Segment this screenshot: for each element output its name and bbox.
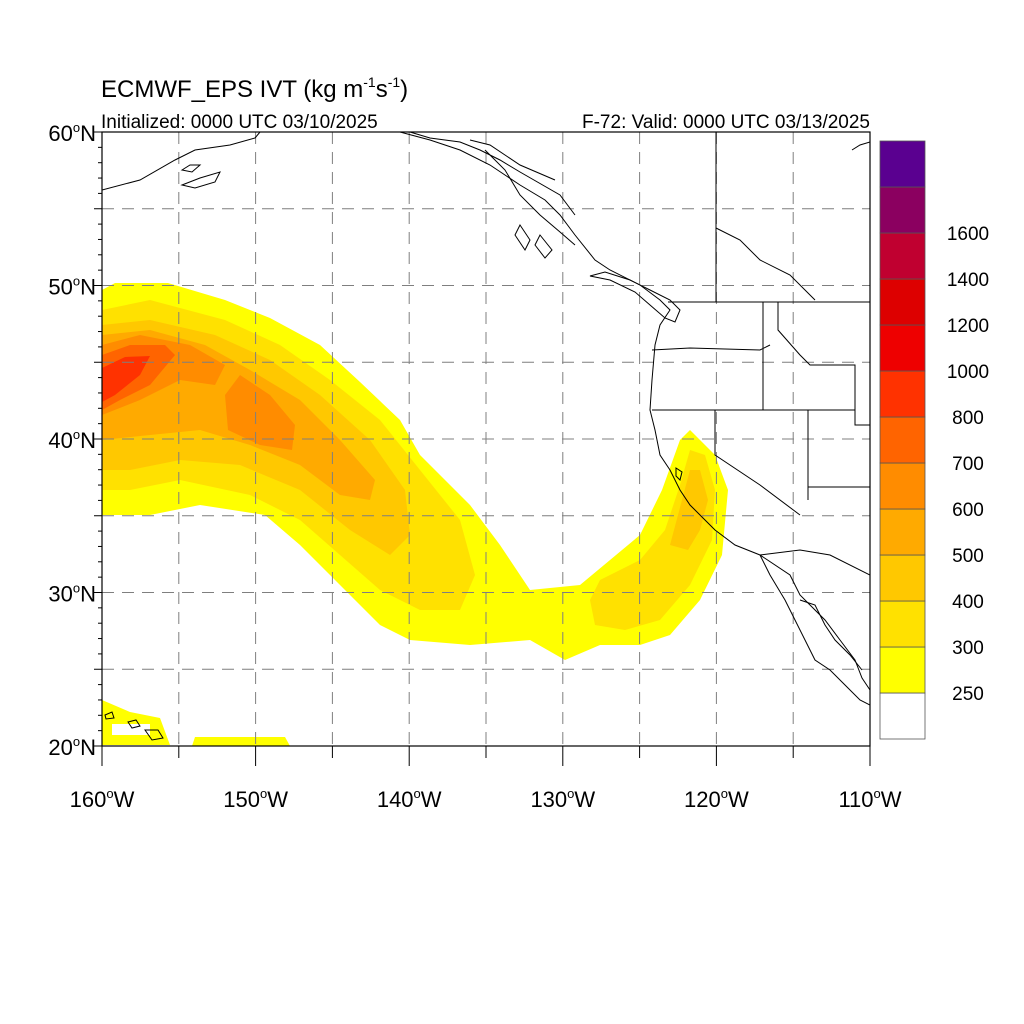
colorbar-label: 600 — [952, 500, 984, 521]
colorbar-swatch — [879, 324, 926, 372]
lon-label: 110oW — [838, 786, 901, 812]
coast-hudson-edge — [851, 141, 870, 151]
ivt-contour-800 — [102, 356, 150, 402]
coast-alaska-west — [102, 132, 261, 191]
colorbar-label: 1200 — [947, 316, 989, 337]
border-id-mt — [762, 302, 870, 426]
lon-label: 160oW — [70, 786, 135, 812]
chart-title: ECMWF_EPS IVT (kg m-1s-1) — [101, 74, 408, 103]
ivt-contour-600b — [225, 375, 295, 450]
coast-sfbay — [675, 467, 683, 481]
lon-label: 120oW — [684, 786, 749, 812]
coast-alaska-gulf — [399, 132, 870, 691]
colorbar-label: 800 — [952, 408, 984, 429]
colorbar-label: 1600 — [947, 224, 989, 245]
colorbar-swatch — [879, 186, 926, 234]
ivt-hawaii-white — [112, 724, 150, 735]
coast-baja — [759, 554, 870, 706]
lon-label: 130oW — [530, 786, 595, 812]
coast-alaska-islands — [180, 164, 221, 189]
axis-ticks — [94, 131, 871, 766]
border-us-canada-alaska — [409, 132, 576, 216]
lat-label: 50oN — [48, 274, 96, 300]
colorbar-swatch — [879, 692, 926, 740]
ivt-contour-250-south — [192, 737, 290, 746]
colorbar-label: 700 — [952, 454, 984, 475]
colorbar: 250 300 400 500 600 700 800 1000 1200 1400 1600 — [879, 140, 989, 740]
border-wa-or — [651, 344, 771, 351]
lat-label: 40oN — [48, 427, 96, 453]
border-alberta — [715, 227, 816, 301]
latitude-labels: 60oN 50oN 40oN 30oN 20oN — [48, 120, 96, 760]
coast-hawaii — [104, 711, 164, 741]
colorbar-swatch — [879, 508, 926, 556]
lat-label: 20oN — [48, 734, 96, 760]
lat-label: 60oN — [48, 120, 96, 146]
border-ca-nv — [714, 410, 801, 516]
colorbar-swatch — [879, 600, 926, 648]
ivt-contour-400-coast — [670, 470, 708, 550]
colorbar-label: 500 — [952, 546, 984, 567]
colorbar-label: 300 — [952, 638, 984, 659]
lon-label: 150oW — [223, 786, 288, 812]
colorbar-swatch — [879, 370, 926, 418]
subtitle-valid: F-72: Valid: 0000 UTC 03/13/2025 — [582, 112, 870, 133]
coast-bc-islands — [514, 224, 553, 259]
political-borders — [409, 132, 870, 576]
colorbar-label: 1000 — [947, 362, 989, 383]
subtitle-initialized: Initialized: 0000 UTC 03/10/2025 — [101, 112, 378, 133]
ivt-shading — [102, 283, 728, 746]
lat-lon-grid — [102, 132, 870, 746]
colorbar-swatch — [879, 416, 926, 464]
colorbar-swatch — [879, 232, 926, 280]
coast-vancouver — [589, 271, 681, 323]
border-us-mexico — [759, 549, 870, 576]
colorbar-swatch — [879, 646, 926, 694]
colorbar-swatch — [879, 462, 926, 510]
coast-baja-gulf — [799, 599, 863, 671]
coastlines — [102, 132, 870, 741]
colorbar-label: 400 — [952, 592, 984, 613]
longitude-labels: 160oW 150oW 140oW 130oW 120oW 110oW — [70, 786, 902, 812]
colorbar-label: 250 — [952, 684, 984, 705]
coast-inner-ak — [484, 149, 576, 246]
colorbar-label: 1400 — [947, 270, 989, 291]
lat-label: 30oN — [48, 581, 96, 607]
border-bc-ak-inner — [469, 139, 556, 181]
colorbar-swatch — [879, 278, 926, 326]
lon-label: 140oW — [377, 786, 442, 812]
colorbar-swatch — [879, 140, 926, 188]
colorbar-swatch — [879, 554, 926, 602]
